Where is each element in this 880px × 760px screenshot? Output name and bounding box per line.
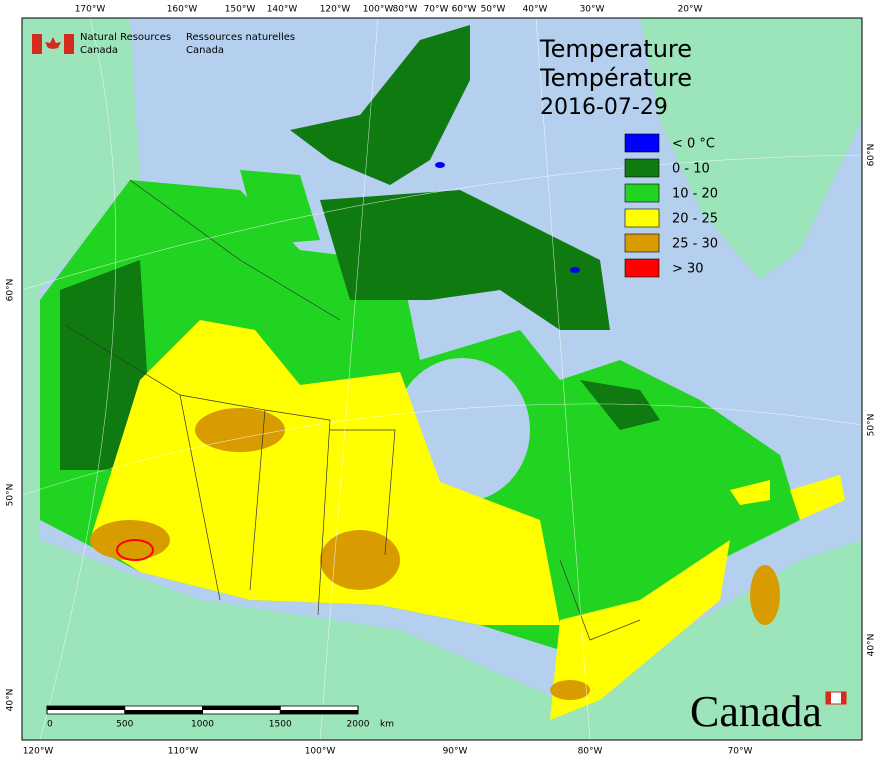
graticule-label: 60°N	[867, 144, 877, 167]
graticule-label: 40°N	[867, 634, 877, 657]
agency-french: Canada	[186, 45, 224, 56]
legend-label: 20 - 25	[672, 212, 718, 227]
graticule-label: 170°W	[75, 5, 106, 15]
date: 2016-07-29	[540, 95, 668, 120]
meridian	[535, 17, 591, 741]
canada-warm	[790, 475, 845, 520]
canada-warm	[90, 320, 560, 625]
canada-warm	[550, 540, 730, 720]
legend-swatch	[624, 258, 660, 278]
title: Temperature	[539, 35, 692, 63]
flag-bar	[826, 692, 831, 704]
legend-swatch	[624, 133, 660, 153]
scale-segment	[280, 710, 358, 714]
legend-label: 0 - 10	[672, 162, 710, 177]
agency-block: Natural Resources Canada Ressources natu…	[32, 32, 295, 56]
legend: < 0 °C 0 - 10 10 - 20 20 - 25 25 - 30 > 30	[624, 133, 718, 278]
flag-bar	[32, 34, 42, 54]
scale-label: 0	[47, 720, 53, 730]
scale-label: 1000	[191, 720, 214, 730]
graticule-label: 80°W	[393, 5, 418, 15]
scale-bar: 0 500 1000 1500 2000 km	[46, 705, 394, 730]
scale-label: 1500	[269, 720, 292, 730]
scale-segment	[124, 710, 203, 714]
graticule-label: 110°W	[168, 747, 199, 757]
labrador-cold	[580, 380, 660, 430]
legend-swatch	[624, 208, 660, 228]
canada-warm	[730, 480, 770, 505]
graticule-lines	[21, 17, 863, 741]
greenland	[640, 18, 862, 280]
graticule-label: 50°W	[481, 5, 506, 15]
graticule-label: 100°W	[363, 5, 394, 15]
maple-leaf	[45, 37, 61, 49]
graticule-label: 150°W	[225, 5, 256, 15]
graticule-label: 20°W	[678, 5, 703, 15]
coast-cold	[60, 260, 150, 470]
graticule-label: 80°W	[578, 747, 603, 757]
legend-swatch	[624, 183, 660, 203]
graticule-labels: 170°W 160°W 150°W 140°W 120°W 100°W 80°W 70°W 60…	[6, 5, 877, 757]
graticule-label: 70°W	[424, 5, 449, 15]
hot-area	[750, 565, 780, 625]
borders	[64, 179, 641, 641]
flag-bar	[841, 692, 846, 704]
title: Température	[539, 64, 692, 92]
legend-swatch	[624, 158, 660, 178]
graticule-label: 60°N	[6, 279, 16, 302]
legend-swatch	[624, 233, 660, 253]
graticule-label: 120°W	[320, 5, 351, 15]
scale-segment	[202, 706, 281, 710]
freezing-area	[570, 267, 580, 273]
meridian	[39, 17, 117, 741]
parallel	[21, 403, 863, 496]
scale-label: 500	[116, 720, 133, 730]
very-hot-area	[116, 539, 154, 561]
flag-bar	[64, 34, 74, 54]
arctic-islands	[290, 25, 470, 185]
scale-label: 2000	[347, 720, 370, 730]
agency-english: Natural Resources	[80, 32, 171, 43]
border	[129, 179, 341, 321]
graticule-label: 90°W	[443, 747, 468, 757]
scale-unit: km	[380, 720, 394, 730]
parallel	[21, 154, 863, 291]
map-frame	[21, 17, 863, 741]
agency-english: Canada	[80, 45, 118, 56]
hot-area	[550, 680, 590, 700]
graticule-label: 160°W	[167, 5, 198, 15]
graticule-label: 140°W	[267, 5, 298, 15]
graticule-label: 100°W	[305, 747, 336, 757]
wordmark-text: Canada	[690, 687, 822, 736]
hot-area	[320, 530, 400, 590]
scale-segment	[47, 706, 125, 710]
graticule-label: 120°W	[23, 747, 54, 757]
graticule-label: 70°W	[728, 747, 753, 757]
map-body	[21, 17, 863, 741]
border	[264, 409, 331, 616]
hot-area	[195, 408, 285, 452]
graticule-label: 40°N	[6, 689, 16, 712]
agency-french: Ressources naturelles	[186, 32, 295, 43]
graticule-label: 40°W	[523, 5, 548, 15]
legend-label: 25 - 30	[672, 237, 718, 252]
arctic-islands	[320, 190, 610, 330]
meridian	[319, 17, 379, 741]
border	[559, 559, 641, 641]
graticule-label: 60°W	[452, 5, 477, 15]
legend-label: < 0 °C	[672, 137, 715, 152]
legend-label: 10 - 20	[672, 187, 718, 202]
border	[330, 429, 396, 556]
wordmark: Canada	[690, 687, 847, 736]
neighbour-land	[22, 18, 862, 740]
graticule-label: 50°N	[867, 414, 877, 437]
graticule-label: 50°N	[6, 484, 16, 507]
graticule-label: 30°W	[580, 5, 605, 15]
freezing-area	[435, 162, 445, 168]
legend-label: > 30	[672, 262, 704, 277]
